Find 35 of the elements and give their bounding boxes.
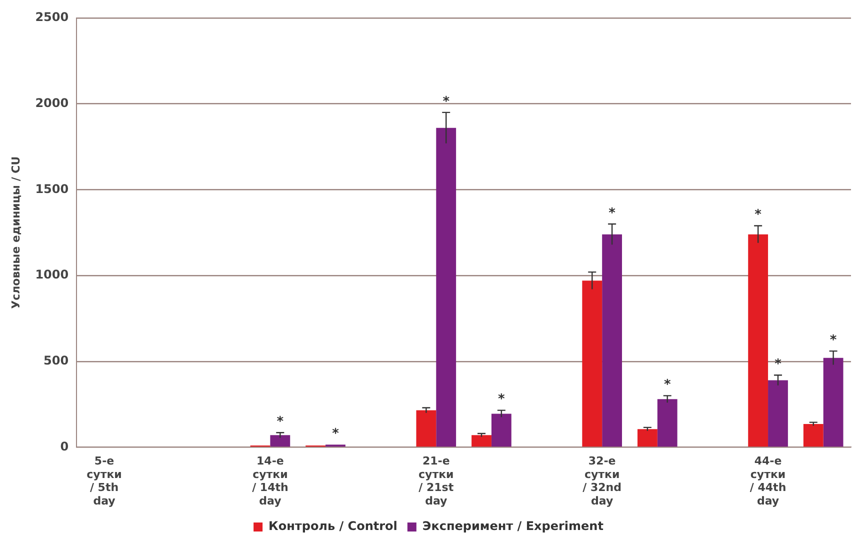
bar xyxy=(491,414,512,447)
bar xyxy=(270,435,290,447)
bar xyxy=(768,380,788,447)
data-label: * xyxy=(276,414,284,430)
bar xyxy=(823,358,844,447)
y-tick-label: 0 xyxy=(60,439,69,454)
bar xyxy=(472,435,492,447)
data-label: * xyxy=(608,206,616,221)
bar xyxy=(748,234,768,447)
data-label: * xyxy=(498,392,506,408)
y-tick-label: 1500 xyxy=(35,182,69,196)
bar xyxy=(416,410,436,447)
y-tick-label: 2500 xyxy=(35,10,69,24)
y-tick-label: 500 xyxy=(44,353,69,368)
data-label: * xyxy=(442,94,450,110)
data-label: * xyxy=(754,208,762,223)
bar xyxy=(582,280,602,447)
legend-label: Контроль / Control xyxy=(268,519,398,534)
data-label: * xyxy=(664,378,671,393)
x-tick-label: 44-е сутки / 44th day xyxy=(750,454,786,508)
y-tick-label: 2000 xyxy=(35,96,69,110)
bar xyxy=(637,429,658,447)
bar xyxy=(803,424,824,447)
data-label: * xyxy=(332,426,340,442)
x-tick-label: 21-е сутки / 21st day xyxy=(418,454,454,508)
bar xyxy=(657,399,678,447)
x-tick-label: 5-е сутки / 5th day xyxy=(86,454,122,508)
legend-label: Эксперимент / Experiment xyxy=(422,519,604,534)
bar xyxy=(602,234,622,447)
bar xyxy=(436,128,456,447)
x-tick-label: 14-е сутки / 14th day xyxy=(252,454,288,508)
y-tick-label: 1000 xyxy=(35,268,69,282)
y-axis-title: Условные единицы / CU xyxy=(9,156,22,309)
data-label: * xyxy=(830,332,837,348)
x-tick-label: 32-е сутки / 32nd day xyxy=(582,454,622,508)
